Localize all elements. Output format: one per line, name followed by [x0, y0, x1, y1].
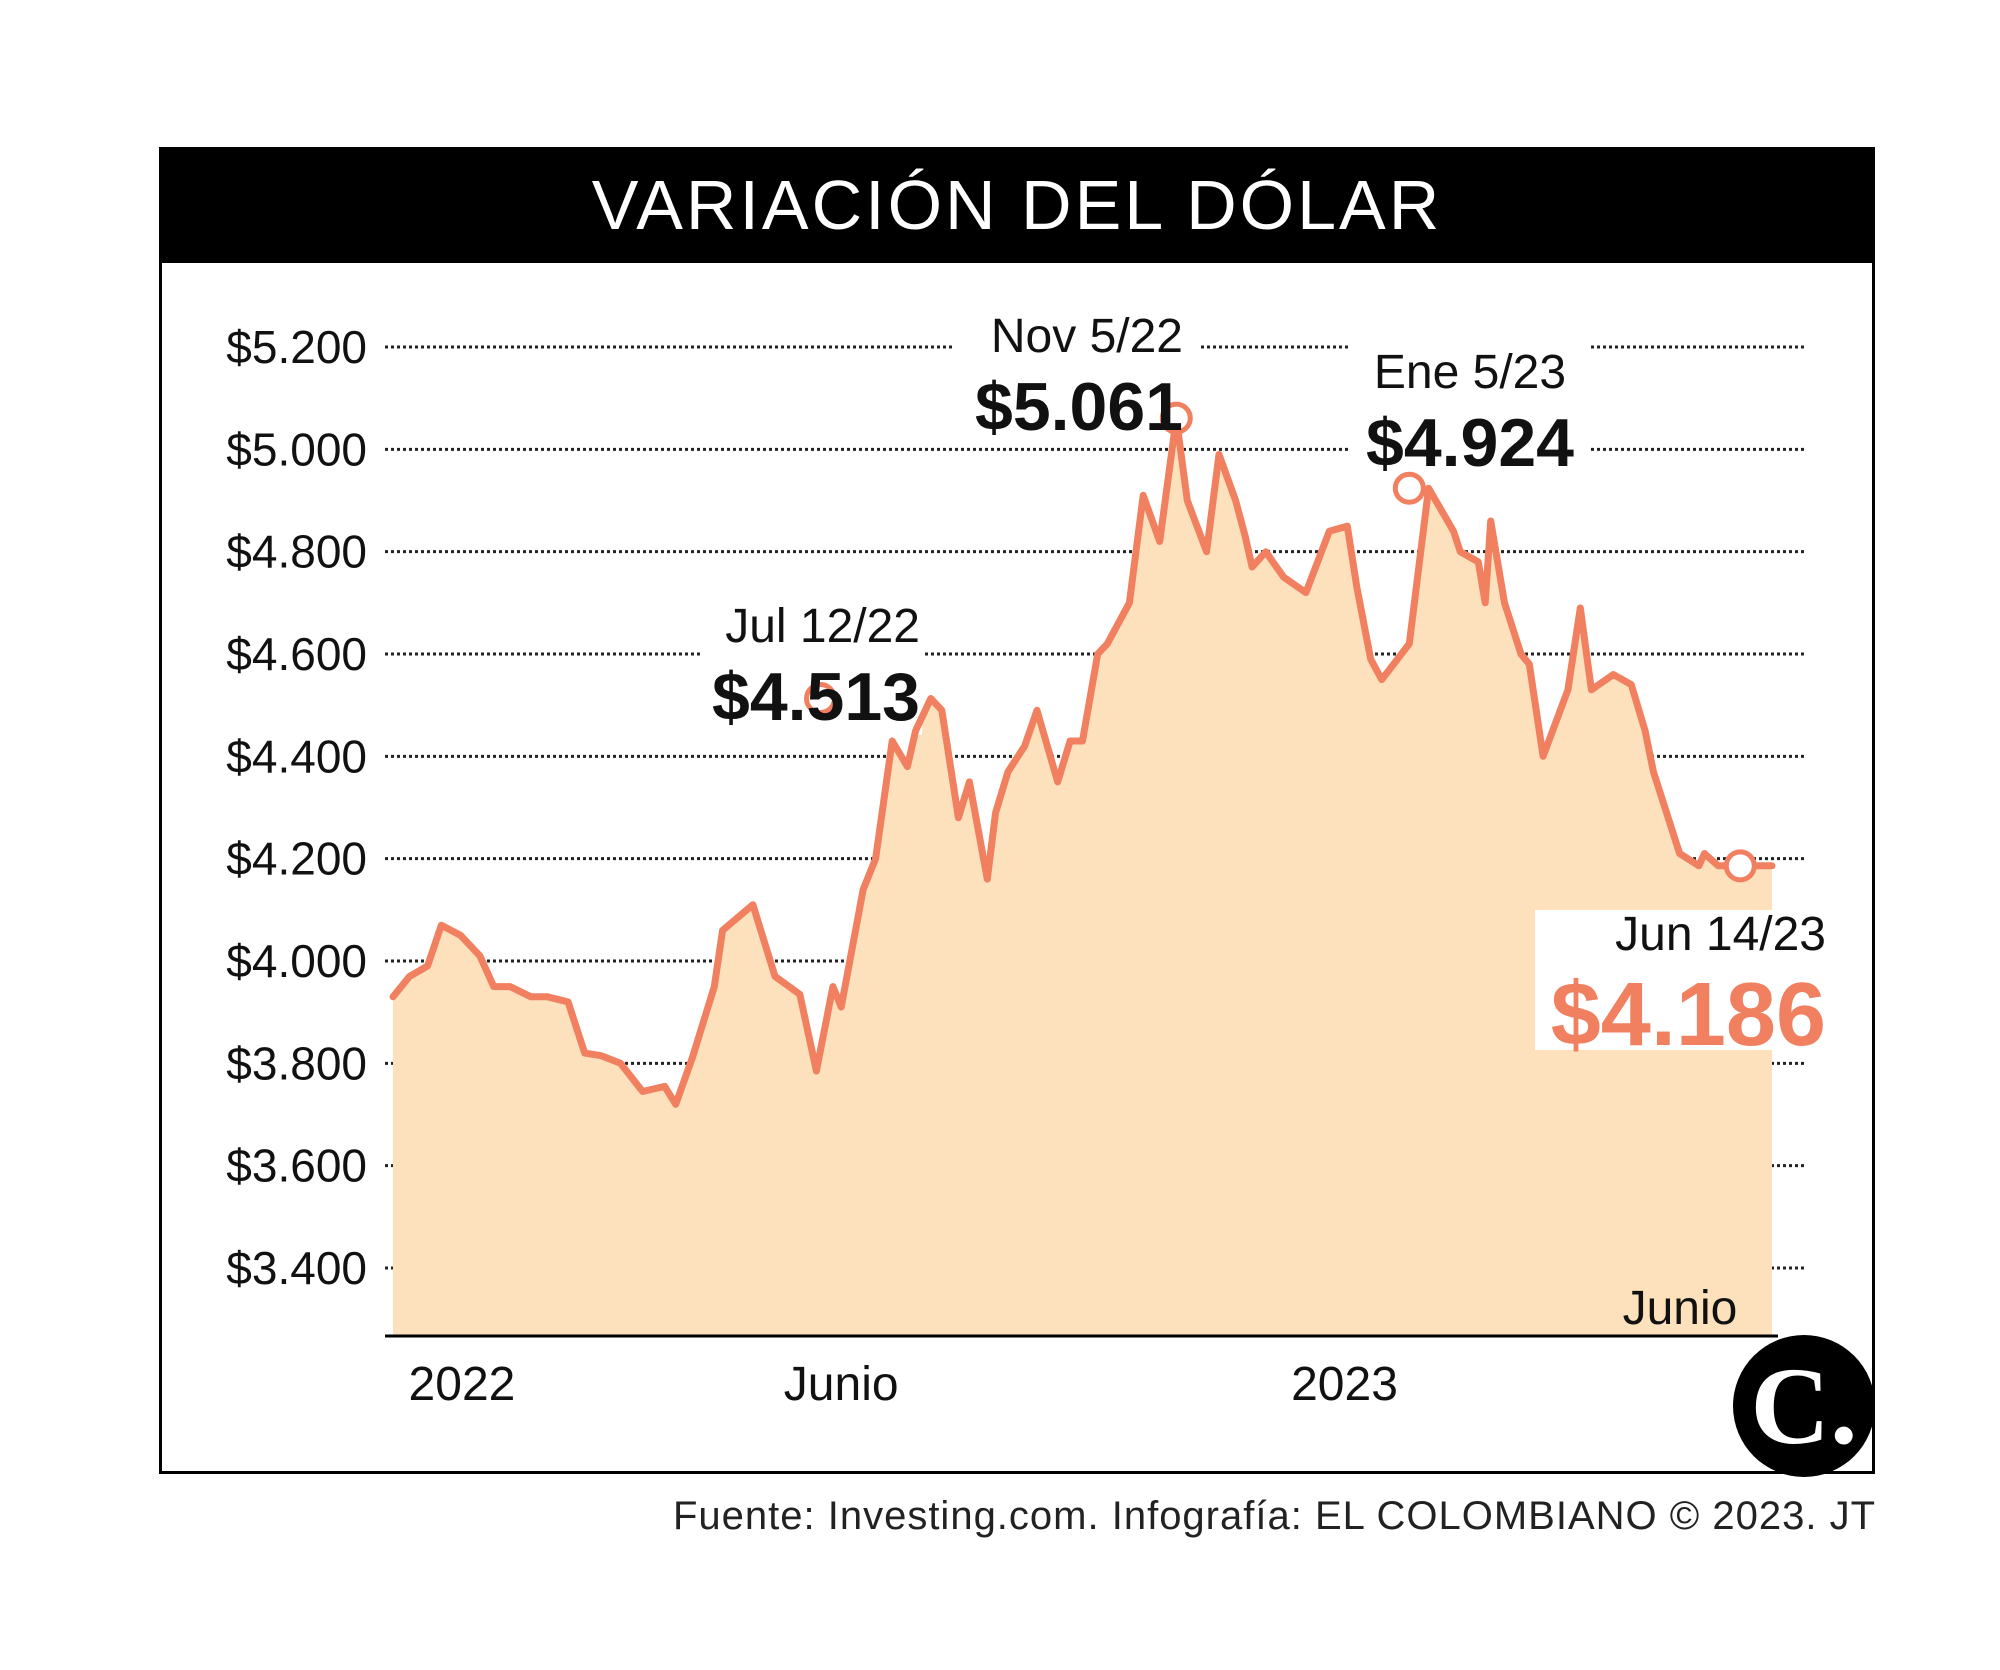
series-line — [389, 414, 1776, 1108]
y-tick-label: $3.600 — [226, 1140, 367, 1192]
x-tick-label: 2022 — [409, 1358, 516, 1411]
annotation-date: Jun 14/23 — [1615, 908, 1826, 961]
y-tick-label: $4.200 — [226, 833, 367, 885]
annotation-marker — [803, 682, 837, 716]
annotation-value: $4.924 — [1366, 405, 1574, 481]
label-mask — [955, 305, 1200, 425]
y-tick-label: $5.200 — [226, 321, 367, 373]
el-colombiano-logo: C. — [1733, 1335, 1875, 1477]
annotation-marker — [1723, 849, 1757, 883]
annotations: Jul 12/22 $4.513 Nov 5/22 $5.061 Ene 5/23 $4.… — [712, 310, 1826, 1065]
series-area — [393, 418, 1772, 1337]
y-tick-label: $4.000 — [226, 935, 367, 987]
y-tick-label: $4.400 — [226, 730, 367, 782]
x-axis: 2022 Junio 2023 Junio — [385, 1282, 1778, 1411]
y-tick-label: $4.800 — [226, 526, 367, 578]
area-layer — [389, 305, 1825, 1337]
annotation-value: $5.061 — [975, 369, 1183, 445]
chart-title: VARIACIÓN DEL DÓLAR — [159, 147, 1875, 263]
x-tick-label: Junio — [784, 1358, 899, 1411]
y-axis: $5.200 $5.000 $4.800 $4.600 $4.400 $4.200 $4.0… — [226, 321, 367, 1294]
y-tick-label: $4.600 — [226, 628, 367, 680]
label-mask — [1535, 910, 1825, 1050]
annotation-date: Nov 5/22 — [991, 310, 1183, 363]
annotation-date: Ene 5/23 — [1374, 346, 1566, 399]
x-tick-label: Junio — [1623, 1282, 1738, 1335]
y-tick-label: $3.800 — [226, 1037, 367, 1089]
label-mask — [1350, 338, 1590, 473]
y-tick-label: $5.000 — [226, 423, 367, 475]
annotation-value: $4.513 — [712, 659, 920, 735]
y-tick-label: $3.400 — [226, 1242, 367, 1294]
annotation-marker — [1392, 471, 1426, 505]
annotation-date: Jul 12/22 — [725, 600, 920, 653]
x-tick-label: 2023 — [1291, 1358, 1398, 1411]
source-credit: Fuente: Investing.com. Infografía: EL CO… — [672, 1494, 1876, 1538]
annotation-marker — [1159, 401, 1193, 435]
annotation-value: $4.186 — [1551, 965, 1826, 1065]
